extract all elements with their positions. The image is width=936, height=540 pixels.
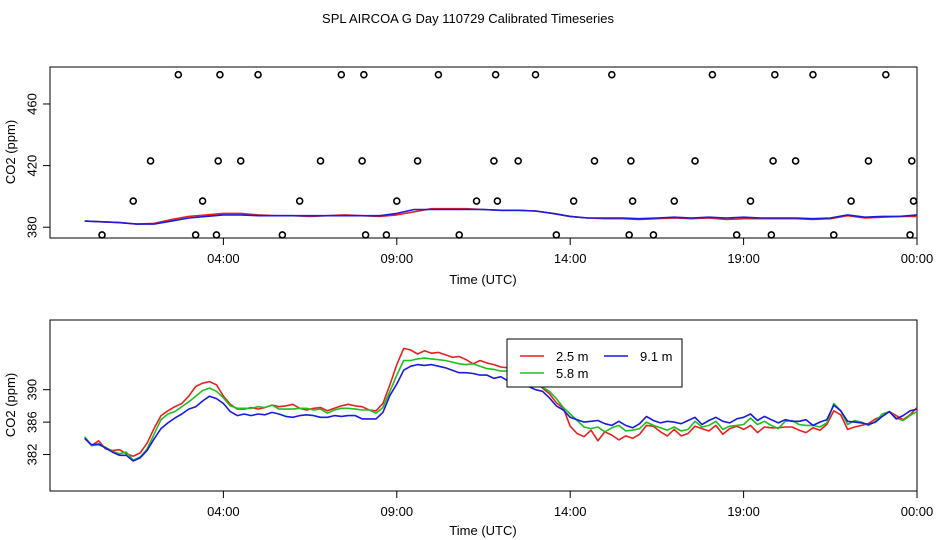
data-point [627, 157, 635, 165]
data-point [625, 231, 633, 239]
data-point [909, 197, 918, 205]
data-point [98, 231, 106, 239]
data-point [791, 157, 800, 165]
data-point [413, 157, 422, 165]
series-line-9-1-m [84, 363, 918, 462]
top-xtick-label: 00:00 [901, 251, 934, 266]
data-point [236, 157, 245, 165]
data-point [628, 197, 637, 205]
data-point [767, 231, 776, 239]
bottom-x-label: Time (UTC) [449, 523, 516, 538]
data-point [491, 70, 500, 79]
bot-xtick-label: 14:00 [554, 504, 587, 519]
data-point [174, 70, 183, 79]
data-point [691, 157, 699, 165]
bottom-panel: 04:00 09:00 14:00 19:00 00:00 382 386 390 Time… [3, 319, 933, 538]
bot-xtick-label: 00:00 [901, 504, 934, 519]
data-point [829, 231, 838, 239]
data-point [552, 231, 561, 239]
data-point [382, 231, 391, 239]
bot-xtick-label: 04:00 [207, 504, 240, 519]
top-xtick-label: 09:00 [381, 251, 414, 266]
top-xtick-label: 19:00 [727, 251, 760, 266]
data-point [214, 157, 222, 165]
bottom-x-axis: 04:00 09:00 14:00 19:00 00:00 [207, 491, 933, 519]
data-point [316, 157, 325, 165]
top-x-axis: 04:00 09:00 14:00 19:00 00:00 [207, 238, 933, 266]
data-point [732, 231, 741, 239]
top-ytick-label: 420 [24, 155, 39, 177]
data-point [472, 197, 481, 205]
data-point [769, 157, 777, 165]
top-xtick-label: 04:00 [207, 251, 240, 266]
data-point [569, 197, 578, 205]
data-point [670, 197, 679, 205]
top-series [84, 207, 918, 225]
data-point [216, 70, 224, 79]
top-points [98, 70, 918, 239]
top-ytick-label: 380 [24, 216, 39, 238]
data-point [358, 157, 366, 165]
legend-label-5-8m: 5.8 m [556, 366, 589, 381]
series-line-9-1-m [84, 208, 918, 225]
data-point [146, 157, 155, 165]
top-y-label: CO2 (ppm) [3, 120, 18, 184]
data-point [708, 70, 717, 79]
data-point [746, 197, 755, 205]
figure-title: SPL AIRCOA G Day 110729 Calibrated Times… [322, 11, 614, 26]
bot-ytick-label: 386 [24, 411, 39, 433]
data-point [212, 231, 221, 239]
bottom-y-axis: 382 386 390 [24, 379, 50, 466]
bottom-y-label: CO2 (ppm) [3, 373, 18, 437]
bot-xtick-label: 19:00 [727, 504, 760, 519]
data-point [455, 231, 464, 239]
data-point [493, 197, 502, 205]
data-point [129, 197, 138, 205]
data-point [361, 231, 370, 239]
data-point [906, 231, 914, 239]
top-plot-frame [49, 66, 918, 239]
data-point [847, 197, 855, 205]
data-point [649, 231, 658, 239]
data-point [608, 70, 616, 79]
data-point [864, 157, 873, 165]
top-x-label: Time (UTC) [449, 272, 516, 287]
data-point [881, 70, 890, 79]
data-point [278, 231, 287, 239]
data-point [198, 197, 207, 205]
bot-ytick-label: 382 [24, 444, 39, 466]
data-point [531, 70, 540, 79]
top-xtick-label: 14:00 [554, 251, 587, 266]
top-panel: 04:00 09:00 14:00 19:00 00:00 380 420 460 Time… [3, 66, 933, 287]
bottom-series [84, 347, 918, 462]
bot-xtick-label: 09:00 [381, 504, 414, 519]
data-point [907, 157, 916, 165]
series-line-2-5-m [84, 347, 918, 458]
top-ytick-label: 460 [24, 93, 39, 115]
bottom-plot-frame [49, 319, 918, 492]
data-point [360, 70, 368, 79]
data-point [490, 157, 498, 165]
legend: 2.5 m 9.1 m 5.8 m [506, 338, 683, 388]
top-y-axis: 380 420 460 [24, 93, 50, 238]
data-point [590, 157, 599, 165]
legend-label-9-1m: 9.1 m [640, 349, 673, 364]
legend-label-2-5m: 2.5 m [556, 349, 589, 364]
data-point [254, 70, 262, 79]
data-point [191, 231, 200, 239]
data-point [392, 197, 401, 205]
data-point [771, 70, 779, 79]
data-point [514, 157, 522, 165]
data-point [809, 70, 817, 79]
series-line-5-8-m [84, 357, 918, 462]
data-point [295, 197, 304, 205]
data-point [337, 70, 346, 79]
data-point [434, 70, 443, 79]
legend-box [506, 338, 683, 388]
bot-ytick-label: 390 [24, 379, 39, 401]
